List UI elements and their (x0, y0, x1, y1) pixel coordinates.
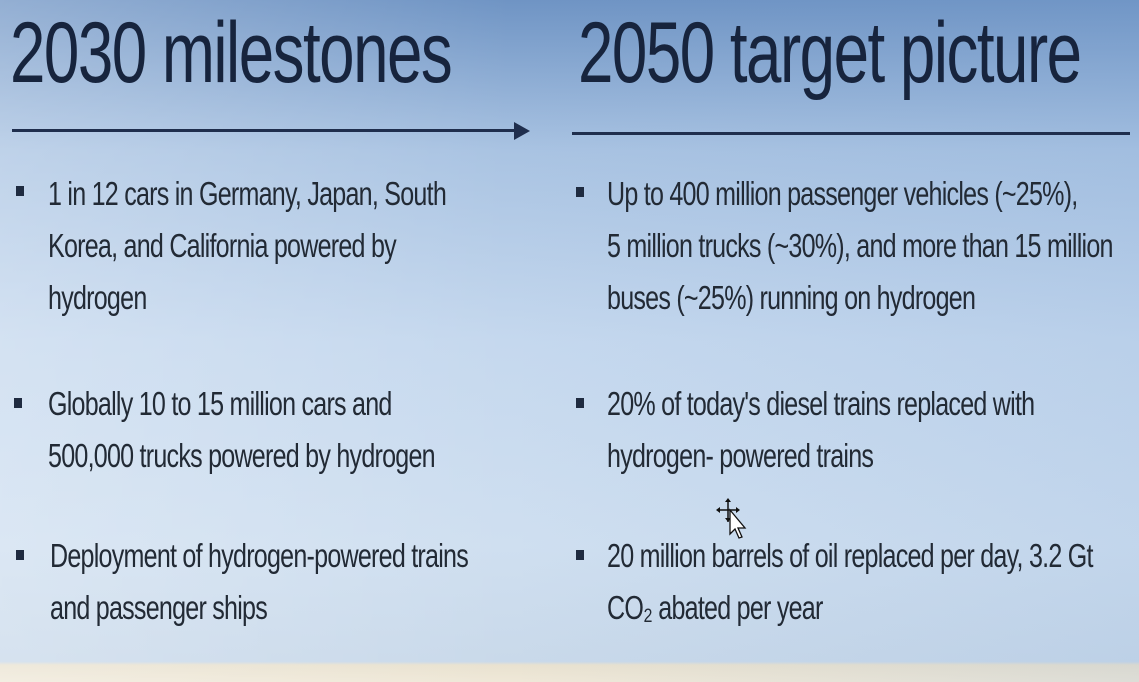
bullet-square-icon (576, 187, 584, 197)
bullet-line: 20% of today's diesel trains replaced wi… (607, 385, 1035, 422)
bullet-square-icon (576, 550, 584, 560)
bullet-line: buses (~25%) running on hydrogen (607, 279, 976, 316)
arrow-line (12, 129, 517, 132)
bullet-line: Up to 400 million passenger vehicles (~2… (607, 175, 1078, 212)
right-title: 2050 target picture (578, 5, 1082, 101)
bullet-line: hydrogen (48, 279, 147, 316)
arrow-right-icon (514, 122, 530, 140)
bullet-line: Globally 10 to 15 million cars and (48, 385, 392, 422)
bullet-line: 20 million barrels of oil replaced per d… (607, 537, 1093, 574)
bullet-line: Korea, and California powered by (48, 227, 397, 264)
bullet-square-icon (14, 398, 22, 408)
bullet-line: 5 million trucks (~30%), and more than 1… (607, 227, 1113, 264)
bullet-line: 500,000 trucks powered by hydrogen (48, 437, 436, 474)
bullet-square-icon (16, 186, 24, 196)
right-divider (572, 132, 1130, 135)
left-title: 2030 milestones (10, 5, 453, 101)
bullet-line: and passenger ships (50, 589, 268, 626)
bullet-line: hydrogen- powered trains (607, 437, 874, 474)
move-cursor-icon (716, 498, 750, 549)
bullet-square-icon (16, 550, 24, 560)
bullet-square-icon (576, 398, 584, 408)
bullet-line: 1 in 12 cars in Germany, Japan, South (48, 175, 447, 212)
bullet-line: Deployment of hydrogen-powered trains (50, 537, 469, 574)
bullet-line: CO₂ abated per year (607, 589, 823, 626)
